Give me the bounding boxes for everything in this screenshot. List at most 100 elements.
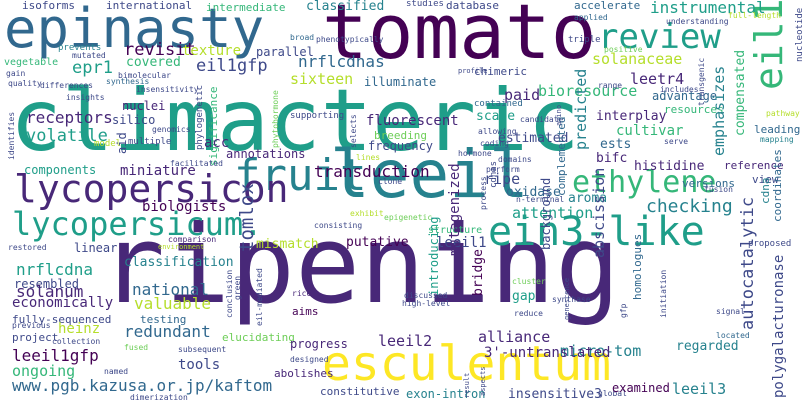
word-studies: studies <box>406 0 444 9</box>
word-isoforms: isoforms <box>22 0 75 12</box>
word-mismatch: mismatch <box>256 237 319 252</box>
word-gap: gap <box>512 289 536 304</box>
word-epr1: epr1 <box>72 58 113 78</box>
word-lycopersicon: lycopersicon <box>14 167 289 211</box>
word-multiple: multiple <box>128 137 172 147</box>
word-nucleotide: nucleotide <box>795 7 805 62</box>
word-bifc: bifc <box>596 151 628 166</box>
word-synthase: synthase <box>552 295 591 304</box>
word-candidate: candidate <box>520 115 564 124</box>
word-phenotypically: phenotypically <box>316 35 384 44</box>
word-leeil2: leeil2 <box>378 332 433 350</box>
word-clone: clone <box>378 177 403 186</box>
word-epigenetic: epigenetic <box>384 213 433 222</box>
word-estimated: estimated <box>498 131 569 146</box>
word-domains: domains <box>498 155 532 164</box>
word-allowing: allowing <box>478 127 517 136</box>
word-signal: signal <box>716 307 745 316</box>
word-revisit: revisit <box>124 40 196 60</box>
word-fused: fused <box>124 343 149 352</box>
word-global: global <box>598 389 627 398</box>
word-project: project <box>12 331 59 344</box>
word-facilitated: facilitated <box>170 159 223 168</box>
word-lines: lines <box>356 153 381 162</box>
word-genomics: genomics <box>152 125 191 134</box>
word-untranslated: 3'-untranslated <box>484 345 611 361</box>
word-view: view <box>752 173 779 186</box>
word-ripening: ripening <box>100 203 621 328</box>
word-epinasty: epinasty <box>4 0 265 60</box>
word-fruit: fruit <box>234 150 367 201</box>
word-prevents: prevents <box>58 43 102 53</box>
word-abscission: abscission <box>590 167 608 258</box>
word-designed: designed <box>290 355 329 364</box>
word-economically: economically <box>12 295 114 311</box>
word-national: national <box>132 280 210 299</box>
word-constitutive: constitutive <box>320 385 400 398</box>
word-illuminate: illuminate <box>364 75 437 89</box>
word-annotations: annotations <box>226 147 306 161</box>
word-tools: tools <box>178 357 221 373</box>
word-ongoing: ongoing <box>12 362 76 380</box>
word-leeil1: leeil1 <box>436 235 487 251</box>
word-tomlox: tomlox <box>236 183 258 252</box>
word-genescence: genescence <box>563 277 571 320</box>
word-interplay: interplay <box>596 109 667 124</box>
word-aspects: aspects <box>479 366 487 396</box>
word-cdna: cdna <box>759 177 772 205</box>
word-leading: leading <box>754 123 801 136</box>
word-phytohormone: phytohormone <box>271 90 280 148</box>
word-selects: selects <box>349 114 358 148</box>
word-tomato: tomato <box>322 0 597 76</box>
word-aid: aid <box>115 132 129 154</box>
word-heinz: heinz <box>58 321 101 337</box>
word-leeil: leeil <box>330 136 529 213</box>
word-covered: covered <box>126 55 181 70</box>
word-model: model <box>94 139 122 149</box>
word-ests: ests <box>600 137 632 152</box>
word-nrflcdna: nrflcdna <box>16 260 94 279</box>
word-miniature: miniature <box>120 163 196 179</box>
word-autocatalytic: autocatalytic <box>738 196 758 330</box>
word-scale: scale <box>476 109 516 124</box>
word-high-level: high-level <box>402 299 451 308</box>
word-insensitive3: insensitive3 <box>508 387 602 402</box>
word-named: named <box>104 367 129 376</box>
word-classification: classification <box>124 255 234 270</box>
word-linear: linear <box>74 241 118 255</box>
word-discussed: discussed <box>404 291 448 300</box>
word-fluorescent: fluorescent <box>366 113 459 129</box>
word-solanum: solanum <box>16 282 84 301</box>
word-chimeric: chimeric <box>474 65 527 78</box>
word-serve: serve <box>664 137 689 146</box>
word-polygalacturonase: polygalacturonase <box>771 254 787 398</box>
word-exhibit: exhibit <box>350 209 384 218</box>
word-intermediate: intermediate <box>206 1 286 14</box>
word-includes: includes <box>660 85 699 94</box>
word-url: www.pgb.kazusa.or.jp/kaftom <box>12 376 273 395</box>
word-dimerization: dimerization <box>130 393 188 402</box>
word-exon-intron: exon-intron <box>406 387 486 401</box>
word-leetr4: leetr4 <box>630 70 685 88</box>
word-checking: checking <box>646 196 733 217</box>
word-positive: positive <box>604 45 643 54</box>
word-oxidase: oxidase <box>506 185 561 200</box>
word-putative: putative <box>346 235 409 250</box>
word-parallel: parallel <box>256 45 314 59</box>
word-coding: coding <box>480 139 509 148</box>
word-international: international <box>106 0 193 12</box>
word-aroma: aroma <box>568 191 608 206</box>
word-green: green <box>233 275 242 300</box>
word-classified: classified <box>306 0 385 14</box>
word-texture: texture <box>182 43 242 59</box>
word-eil-mediated: eil-mediated <box>255 268 264 326</box>
word-resources: resources <box>664 103 724 116</box>
word-hormone: hormone <box>458 149 492 158</box>
word-instrumental: instrumental <box>650 0 766 17</box>
word-eil1gfp: eil1gfp <box>196 56 268 76</box>
word-ethylene: ethylene <box>572 165 717 200</box>
word-applied: applied <box>574 13 608 22</box>
word-lycopersicum: lycopersicum. <box>12 205 263 243</box>
word-range: range <box>598 81 623 90</box>
